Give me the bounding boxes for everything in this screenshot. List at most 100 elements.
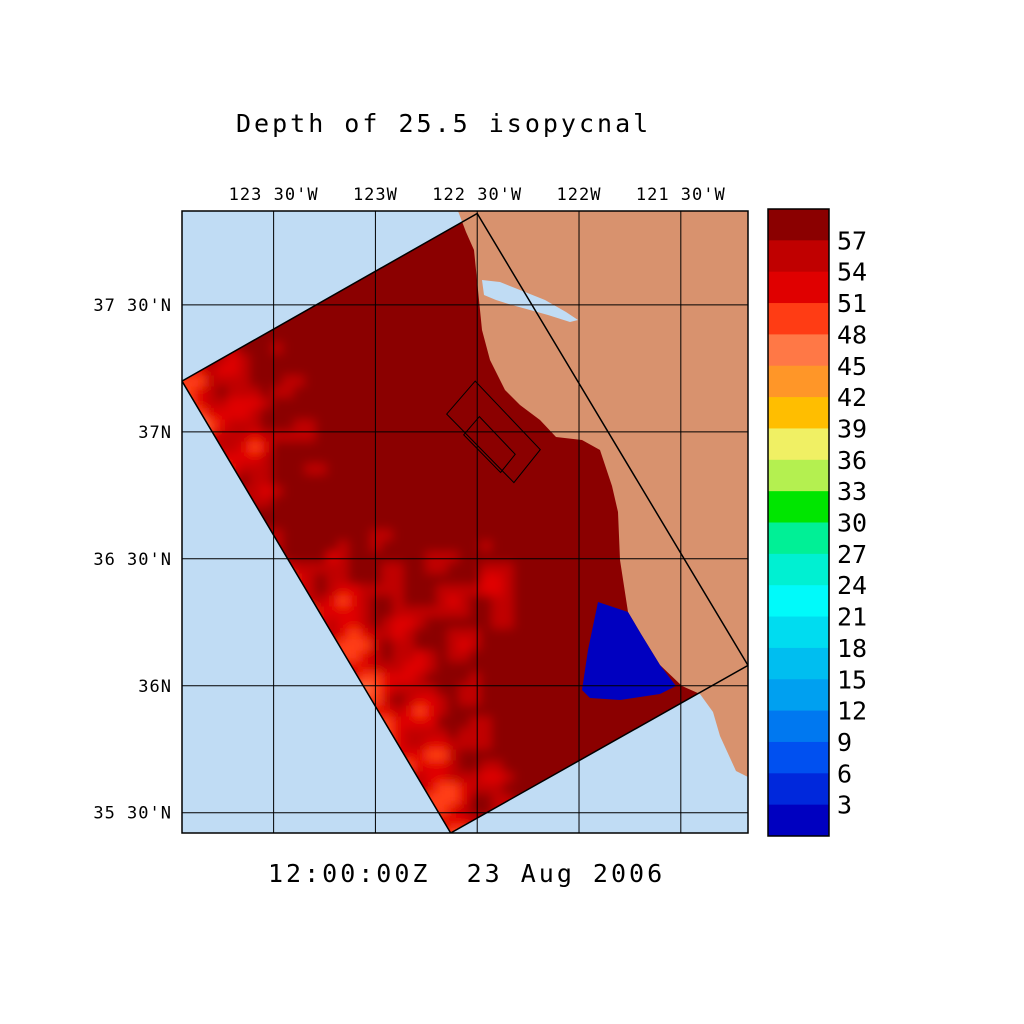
colorbar-label: 48: [837, 320, 867, 349]
depth-cell: [348, 628, 361, 641]
depth-cell: [337, 331, 350, 344]
depth-cell: [469, 804, 482, 817]
depth-cell: [513, 606, 526, 619]
depth-cell: [447, 562, 460, 575]
depth-cell: [260, 397, 273, 410]
depth-cell: [524, 540, 537, 553]
colorbar-band: [768, 459, 829, 492]
depth-cell: [447, 474, 460, 487]
depth-cell: [513, 639, 526, 652]
depth-cell: [370, 430, 383, 443]
depth-cell: [480, 661, 493, 674]
colorbar-band: [768, 616, 829, 649]
depth-cell: [447, 606, 460, 619]
depth-cell: [414, 760, 427, 773]
depth-cell: [370, 397, 383, 410]
depth-cell: [546, 606, 559, 619]
depth-cell: [349, 838, 361, 850]
depth-cell: [436, 782, 449, 795]
depth-cell: [425, 342, 438, 355]
depth-cell: [524, 441, 537, 454]
depth-cell: [392, 507, 405, 520]
depth-cell: [337, 430, 350, 443]
depth-cell: [403, 727, 416, 740]
depth-cell: [337, 386, 350, 399]
depth-cell: [535, 584, 548, 597]
depth-cell: [546, 474, 559, 487]
depth-cell: [602, 838, 614, 850]
depth-cell: [447, 529, 460, 542]
depth-cell: [513, 463, 526, 476]
colorbar-label: 57: [837, 226, 867, 255]
depth-cell: [535, 507, 548, 520]
depth-cell: [524, 518, 537, 531]
depth-cell: [359, 287, 372, 300]
depth-cell: [469, 617, 482, 630]
depth-cell: [480, 364, 493, 377]
depth-cell: [403, 694, 416, 707]
depth-cell: [348, 287, 361, 300]
depth-cell: [480, 529, 493, 542]
depth-cell: [425, 265, 438, 278]
depth-cell: [502, 540, 515, 553]
depth-cell: [414, 375, 427, 388]
depth-cell: [293, 364, 306, 377]
depth-cell: [458, 562, 471, 575]
depth-cell: [458, 232, 471, 245]
depth-cell: [381, 342, 394, 355]
depth-cell: [480, 397, 493, 410]
depth-cell: [590, 463, 603, 476]
depth-cell: [480, 705, 493, 718]
depth-cell: [557, 595, 570, 608]
depth-cell: [282, 463, 295, 476]
depth-cell: [535, 639, 548, 652]
depth-cell: [293, 485, 306, 498]
depth-cell: [436, 386, 449, 399]
depth-cell: [579, 716, 592, 729]
depth-cell: [359, 364, 372, 377]
depth-cell: [403, 518, 416, 531]
depth-cell: [425, 771, 438, 784]
depth-cell: [414, 254, 427, 267]
depth-cell: [359, 606, 372, 619]
depth-cell: [315, 474, 328, 487]
depth-cell: [447, 694, 460, 707]
depth-cell: [546, 573, 559, 586]
depth-cell: [436, 364, 449, 377]
depth-cell: [524, 749, 537, 762]
depth-cell: [436, 243, 449, 256]
depth-cell: [469, 639, 482, 652]
depth-cell: [359, 507, 372, 520]
depth-cell: [568, 474, 581, 487]
depth-cell: [227, 375, 240, 388]
depth-cell: [458, 661, 471, 674]
depth-cell: [382, 838, 394, 850]
depth-cell: [227, 386, 240, 399]
depth-cell: [348, 650, 361, 663]
depth-cell: [326, 441, 339, 454]
depth-cell: [524, 584, 537, 597]
depth-cell: [524, 716, 537, 729]
depth-cell: [381, 518, 394, 531]
depth-cell: [381, 408, 394, 421]
depth-cell: [546, 496, 559, 509]
depth-cell: [348, 375, 361, 388]
depth-cell: [425, 276, 438, 289]
depth-cell: [348, 606, 361, 619]
depth-cell: [260, 496, 273, 509]
depth-cell: [436, 540, 449, 553]
depth-cell: [491, 540, 504, 553]
depth-cell: [381, 628, 394, 641]
depth-cell: [491, 628, 504, 641]
depth-cell: [315, 485, 328, 498]
depth-cell: [426, 838, 438, 850]
depth-cell: [557, 694, 570, 707]
depth-cell: [535, 573, 548, 586]
depth-cell: [425, 705, 438, 718]
depth-cell: [557, 716, 570, 729]
depth-cell: [469, 551, 482, 564]
depth-cell: [293, 496, 306, 509]
depth-cell: [359, 386, 372, 399]
depth-cell: [414, 331, 427, 344]
depth-cell: [216, 397, 229, 410]
